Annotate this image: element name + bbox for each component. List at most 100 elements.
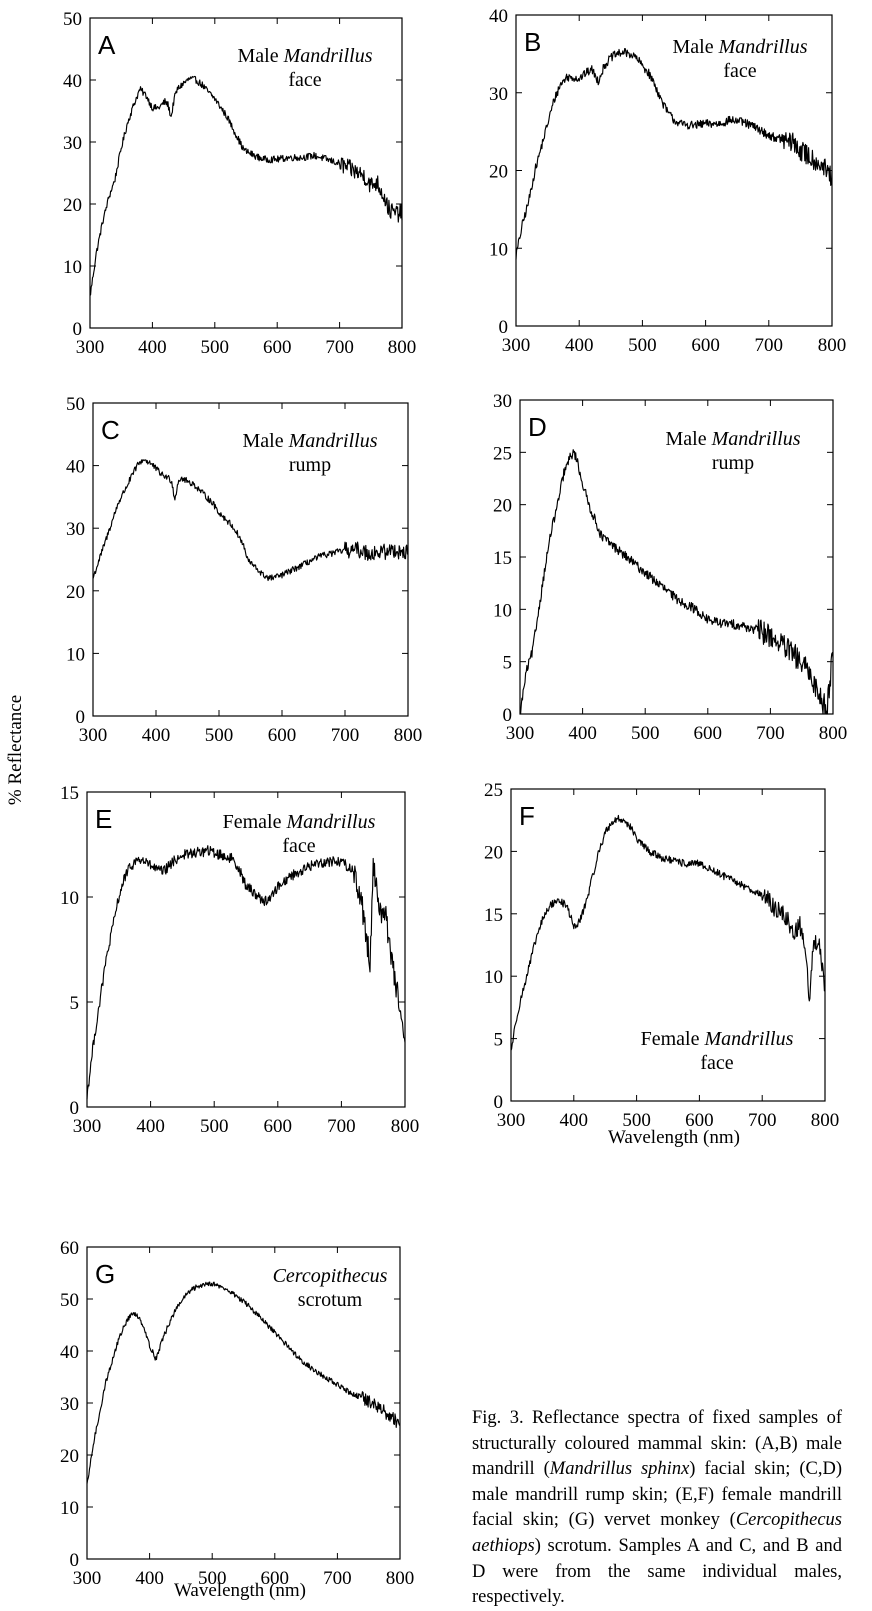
x-tick-label: 700 <box>756 723 785 744</box>
panel-label-line: Female Mandrillus <box>223 811 376 833</box>
y-tick-label: 0 <box>499 317 509 338</box>
y-tick-label: 25 <box>493 443 512 464</box>
panel-letter: G <box>95 1259 115 1289</box>
x-tick-label: 300 <box>506 723 535 744</box>
panel-label-line: scrotum <box>298 1289 363 1311</box>
x-tick-label: 800 <box>391 1116 420 1137</box>
y-tick-label: 20 <box>484 842 503 863</box>
panel-label-line: Male Mandrillus <box>673 36 808 58</box>
y-tick-label: 20 <box>493 496 512 517</box>
y-tick-label: 10 <box>484 967 503 988</box>
panel-label-line: face <box>288 69 321 91</box>
y-tick-label: 60 <box>60 1238 79 1259</box>
x-tick-label: 700 <box>755 335 784 356</box>
y-tick-label: 0 <box>70 1098 80 1119</box>
panel-d: 300 400 500 600 700 800 0 5 10 15 20 25 30 D Male Mand… <box>493 391 847 744</box>
panel-f: 300 400 500 600 700 800 0 5 10 15 20 25 F Female Mand… <box>484 780 839 1131</box>
x-tick-label: 600 <box>268 725 297 746</box>
y-tick-label: 15 <box>60 783 79 804</box>
spectrum-line <box>87 846 405 1100</box>
x-tick-label: 500 <box>200 1116 229 1137</box>
x-tick-label: 300 <box>73 1116 102 1137</box>
y-tick-label: 20 <box>66 582 85 603</box>
panel-letter: A <box>98 30 116 60</box>
panel-label-line: face <box>282 835 315 857</box>
spectrum-line <box>93 460 408 581</box>
y-tick-label: 10 <box>489 239 508 260</box>
x-tick-label: 600 <box>694 723 723 744</box>
y-tick-label: 50 <box>66 394 85 415</box>
x-tick-label: 700 <box>748 1110 777 1131</box>
x-tick-label: 300 <box>76 337 105 358</box>
panel-letter: B <box>524 27 541 57</box>
y-tick-label: 10 <box>63 257 82 278</box>
panel-label-line: Female Mandrillus <box>641 1028 794 1050</box>
y-tick-label: 30 <box>63 133 82 154</box>
panel-letter: D <box>528 412 547 442</box>
y-tick-label: 10 <box>60 1498 79 1519</box>
panel-label-line: face <box>723 60 756 82</box>
x-tick-label: 400 <box>138 337 167 358</box>
panel-a: 300 400 500 600 700 800 0 10 20 30 40 50 A Male Mandr… <box>63 9 416 358</box>
spectrum-line <box>511 815 825 1050</box>
panel-g: 300 400 500 600 700 800 0 10 20 30 40 50 60 G Cercopit… <box>60 1238 414 1589</box>
y-tick-label: 50 <box>63 9 82 30</box>
panel-letter: F <box>519 801 535 831</box>
panel-label-line: face <box>700 1052 733 1074</box>
y-tick-label: 40 <box>489 6 508 27</box>
x-tick-label: 600 <box>263 337 292 358</box>
x-tick-label: 700 <box>323 1568 352 1589</box>
x-tick-label: 300 <box>497 1110 526 1131</box>
x-tick-label: 500 <box>201 337 230 358</box>
panel-e: 300 400 500 600 700 800 0 5 10 15 E Female Mandrill… <box>60 783 419 1137</box>
y-tick-label: 10 <box>60 888 79 909</box>
y-tick-label: 10 <box>493 600 512 621</box>
y-axis-title: % Reflectance <box>5 695 26 805</box>
y-tick-label: 5 <box>503 653 513 674</box>
y-tick-label: 40 <box>66 457 85 478</box>
x-tick-label: 400 <box>560 1110 589 1131</box>
x-axis-title-panel-f: Wavelength (nm) <box>608 1127 740 1148</box>
y-tick-label: 50 <box>60 1290 79 1311</box>
y-tick-label: 20 <box>60 1446 79 1467</box>
y-tick-label: 40 <box>63 71 82 92</box>
y-tick-label: 0 <box>70 1550 80 1571</box>
y-tick-label: 25 <box>484 780 503 801</box>
x-tick-label: 400 <box>136 1116 165 1137</box>
plot-frame <box>87 792 405 1107</box>
x-tick-label: 400 <box>142 725 171 746</box>
y-tick-label: 0 <box>73 319 83 340</box>
y-tick-label: 30 <box>489 84 508 105</box>
x-tick-label: 800 <box>819 723 848 744</box>
x-tick-label: 800 <box>811 1110 840 1131</box>
y-tick-label: 0 <box>76 707 86 728</box>
panel-label-line: rump <box>712 452 754 474</box>
x-tick-label: 800 <box>818 335 847 356</box>
x-tick-label: 700 <box>327 1116 356 1137</box>
x-tick-label: 300 <box>79 725 108 746</box>
panel-label-line: Cercopithecus <box>273 1265 388 1287</box>
y-tick-label: 30 <box>493 391 512 412</box>
panel-b: 300 400 500 600 700 800010203040B Male Mandril… <box>489 6 846 356</box>
x-tick-label: 600 <box>691 335 720 356</box>
plot-frame <box>511 789 825 1101</box>
y-tick-label: 0 <box>494 1092 504 1113</box>
y-tick-label: 5 <box>70 993 80 1014</box>
x-tick-label: 700 <box>331 725 360 746</box>
y-tick-label: 15 <box>493 548 512 569</box>
panel-letter: E <box>95 804 112 834</box>
panel-label-line: Male Mandrillus <box>243 430 378 452</box>
x-tick-label: 400 <box>135 1568 164 1589</box>
panel-letter: C <box>101 415 120 445</box>
x-tick-label: 300 <box>73 1568 102 1589</box>
spectrum-line <box>90 76 402 295</box>
x-tick-label: 800 <box>394 725 423 746</box>
x-tick-label: 700 <box>325 337 354 358</box>
panel-label-line: rump <box>289 454 331 476</box>
panel-c: 300 400 500 600 700 800 0 10 20 30 40 50 C Male Mandr… <box>66 394 422 746</box>
x-tick-label: 500 <box>205 725 234 746</box>
x-tick-label: 300 <box>502 335 531 356</box>
x-tick-label: 400 <box>568 723 597 744</box>
y-tick-label: 10 <box>66 644 85 665</box>
